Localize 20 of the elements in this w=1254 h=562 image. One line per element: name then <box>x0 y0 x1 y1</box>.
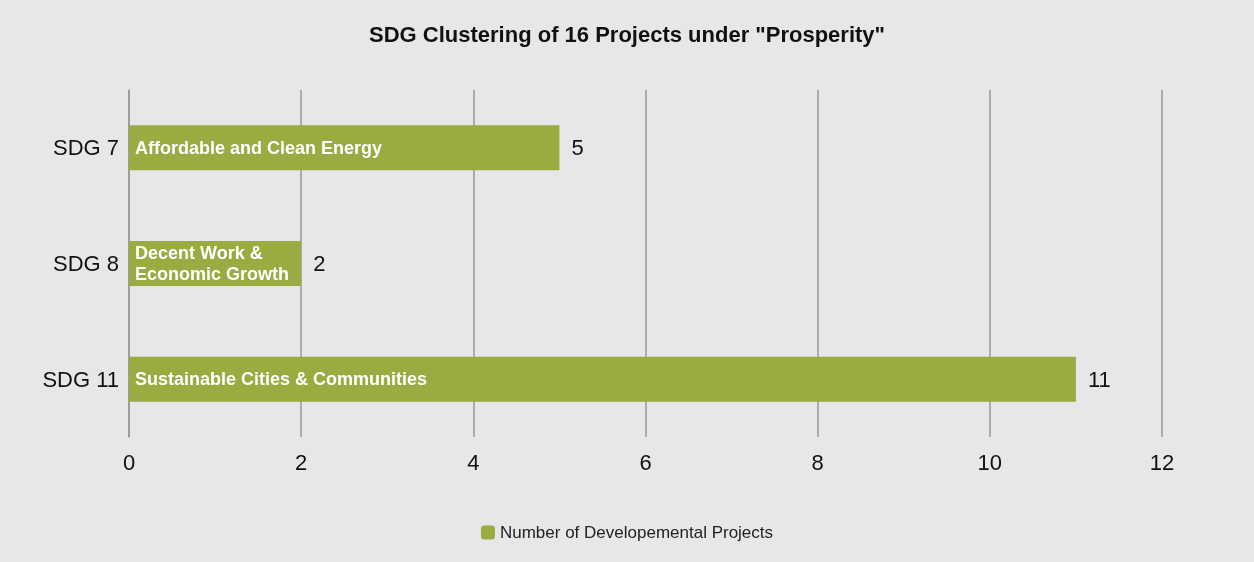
x-tick-label: 10 <box>977 449 1003 475</box>
data-label: 11 <box>1087 366 1111 392</box>
data-label: 5 <box>571 135 584 161</box>
annotation: Decent Work & Economic Growth <box>135 243 290 284</box>
annotation: Sustainable Cities & Communities <box>135 369 428 390</box>
data-label: 2 <box>313 251 326 276</box>
x-tick-label: 6 <box>639 449 652 475</box>
bar <box>129 125 560 171</box>
annotation: Affordable and Clean Energy <box>135 137 383 158</box>
legend-label: Number of Developemental Projects <box>499 523 774 542</box>
x-tick-label: 2 <box>295 449 308 475</box>
chart-title: SDG Clustering of 16 Projects under "Prosperity" <box>369 21 885 47</box>
x-tick-label: 4 <box>467 449 480 475</box>
y-tick-label: SDG 7 <box>52 135 119 161</box>
y-tick-label: SDG 8 <box>52 251 119 276</box>
bar <box>129 356 1076 402</box>
y-tick-label: SDG 11 <box>42 366 119 392</box>
x-tick-label: 0 <box>122 449 136 475</box>
x-tick-label: 8 <box>811 449 824 475</box>
x-tick-label: 12 <box>1149 449 1175 475</box>
